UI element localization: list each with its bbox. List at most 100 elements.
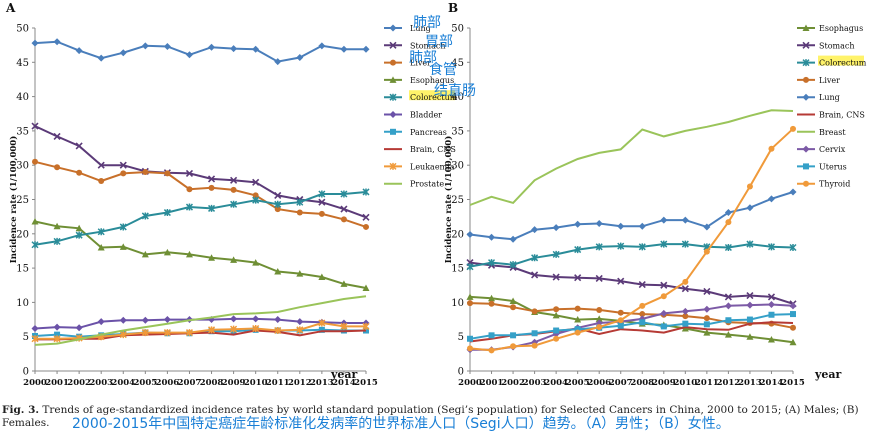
x-tick-label: 2012 — [717, 378, 741, 388]
data-point-colorectum — [296, 198, 304, 206]
data-point-leukaemia — [340, 322, 348, 330]
data-point-colorectum — [97, 228, 105, 236]
data-point-lung — [531, 226, 539, 234]
data-point-stomach — [767, 293, 776, 301]
data-point-stomach — [318, 198, 326, 206]
legend-label: Brain, CNS — [410, 145, 456, 154]
data-point-liver — [186, 186, 193, 193]
data-point-stomach — [207, 175, 216, 183]
y-tick-label: 5 — [458, 332, 464, 343]
x-tick-label: 2015 — [354, 378, 378, 388]
data-point-esophagus — [185, 250, 193, 258]
y-axis-label: Incidence rate (1/100,000) — [8, 136, 19, 263]
series-line-uterus — [469, 313, 794, 340]
data-point-esophagus — [746, 333, 754, 340]
data-point-lung — [75, 47, 83, 55]
data-point-esophagus — [53, 222, 61, 230]
data-point-liver — [363, 223, 369, 230]
data-point-esophagus — [466, 293, 474, 300]
legend-label: Colorectum — [410, 93, 458, 102]
data-point-stomach — [617, 277, 625, 285]
legend-label: Esophagus — [410, 76, 454, 85]
data-point-stomach — [362, 213, 370, 221]
legend-item-brain-cns: Brain, CNS — [384, 145, 456, 154]
series-liver — [32, 158, 369, 230]
data-point-stomach — [230, 176, 238, 184]
data-point-colorectum — [53, 237, 61, 245]
data-point-uterus — [639, 319, 646, 326]
x-tick-label: 2002 — [501, 378, 525, 388]
x-tick-label: 2015 — [781, 378, 805, 388]
legend-marker — [802, 145, 810, 153]
y-tick-label: 40 — [451, 92, 464, 103]
legend-label: Uterus — [819, 162, 847, 171]
data-point-leukaemia — [53, 335, 61, 343]
x-tick-label: 2001 — [45, 378, 69, 388]
legend-marker — [389, 24, 397, 32]
x-tick-label: 2009 — [222, 378, 246, 388]
data-point-bladder — [53, 323, 61, 331]
data-point-leukaemia — [230, 325, 238, 333]
data-point-liver — [703, 315, 710, 322]
data-point-esophagus — [163, 248, 171, 256]
legend-item-cervix: Cervix — [797, 145, 846, 154]
data-point-esophagus — [595, 315, 603, 322]
zh-annotation: 食管 — [429, 61, 457, 78]
data-point-uterus — [488, 332, 495, 339]
data-point-uterus — [510, 332, 517, 339]
data-point-esophagus — [230, 256, 238, 263]
series-line-liver — [34, 160, 367, 228]
data-point-liver — [790, 324, 796, 331]
y-tick-label: 20 — [451, 229, 464, 240]
data-point-liver — [617, 309, 624, 316]
data-point-uterus — [531, 330, 538, 337]
data-point-thyroid — [510, 343, 517, 350]
data-point-esophagus — [75, 224, 83, 232]
x-tick-label: 2003 — [89, 378, 113, 388]
data-point-stomach — [681, 285, 689, 293]
y-tick-label: 50 — [451, 24, 464, 35]
data-point-lung — [274, 58, 282, 66]
data-point-esophagus — [97, 244, 105, 251]
data-point-lung — [208, 43, 216, 51]
data-point-esophagus — [296, 270, 304, 277]
legend-label: Lung — [819, 93, 840, 102]
x-tick-label: 2005 — [566, 378, 590, 388]
legend-item-thyroid: Thyroid — [797, 180, 850, 189]
data-point-liver — [510, 304, 517, 311]
data-point-thyroid — [596, 324, 603, 331]
x-tick-label: 2013 — [738, 378, 762, 388]
data-point-colorectum — [163, 209, 171, 217]
x-tick-label: 2008 — [200, 378, 224, 388]
legend-marker — [389, 111, 397, 118]
data-point-liver — [340, 216, 347, 223]
legend-label: Cervix — [819, 145, 846, 154]
legend-label: Colorectum — [819, 59, 867, 68]
data-point-esophagus — [318, 273, 326, 281]
caption-label: Fig. 3. — [2, 404, 40, 416]
legend-label: Prostate — [410, 180, 444, 189]
data-point-stomach — [119, 161, 127, 169]
legend-item-lung: Lung — [384, 24, 431, 33]
data-point-lung — [230, 45, 238, 53]
x-tick-label: 2012 — [288, 378, 312, 388]
series-line-colorectum — [469, 243, 794, 268]
y-tick-label: 50 — [16, 24, 29, 35]
series-lung — [31, 38, 370, 66]
data-point-bladder — [75, 324, 83, 332]
data-point-bladder — [97, 318, 105, 326]
data-point-cervix — [703, 305, 711, 313]
y-axis-label: Incidence rate (1/100,000) — [443, 136, 454, 263]
x-tick-label: 2010 — [673, 378, 697, 388]
x-tick-label: 2014 — [332, 378, 356, 388]
data-point-stomach — [31, 122, 39, 130]
data-point-lung — [252, 45, 260, 53]
data-point-colorectum — [595, 243, 603, 251]
data-point-lung — [141, 42, 149, 50]
legend-item-stomach: Stomach — [797, 41, 855, 50]
series-prostate — [34, 295, 367, 346]
data-point-liver — [98, 177, 105, 184]
legend-highlight — [409, 90, 455, 101]
data-point-lung — [362, 45, 370, 53]
legend-label: Breast — [819, 128, 846, 137]
